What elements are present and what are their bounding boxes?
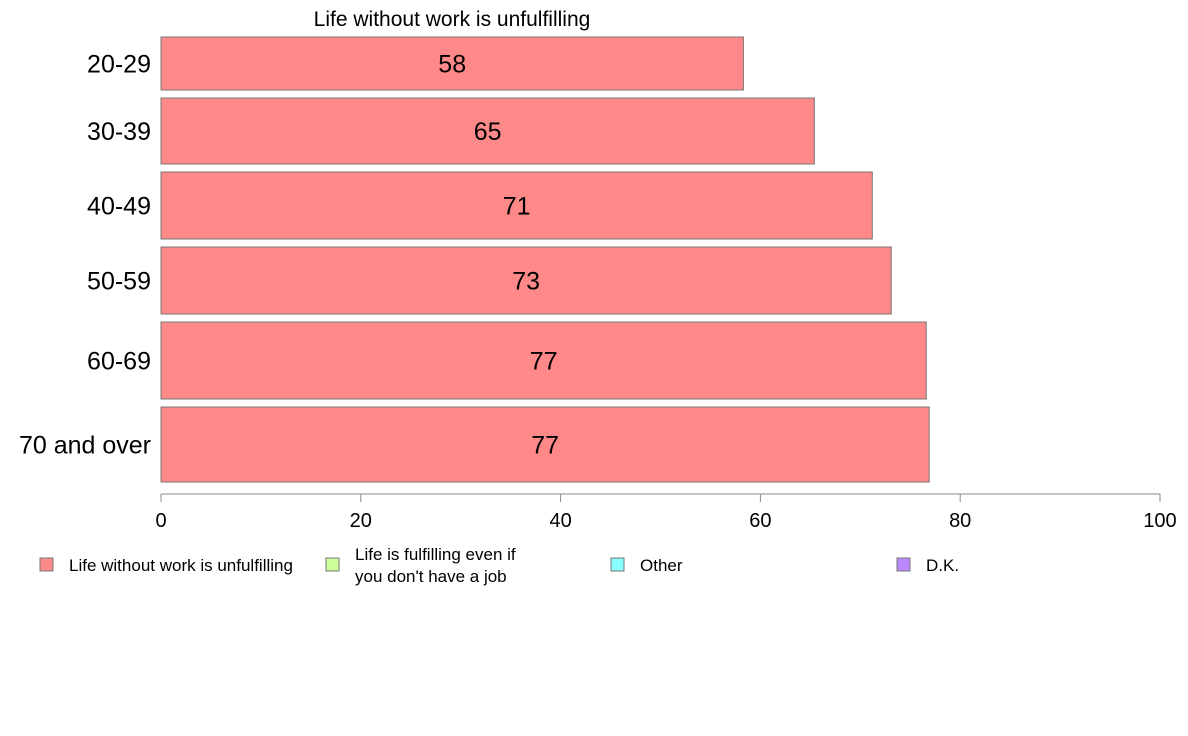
legend-swatch [610,557,625,572]
legend: Life without work is unfulfilling Life is… [39,545,959,586]
bar-value-label: 65 [474,118,502,146]
legend-label: Other [640,556,683,575]
legend-label: you don't have a job [355,567,507,586]
category-label: 40-49 [87,193,151,221]
legend-swatch [39,557,54,572]
x-tick-label: 80 [949,510,971,532]
x-tick-label: 20 [350,510,372,532]
x-tick-label: 100 [1143,510,1176,532]
category-label: 50-59 [87,268,151,296]
legend-label: Life is fulfilling even if [355,545,516,564]
bar-value-label: 71 [503,193,531,221]
category-labels-group: 20-29 30-39 40-49 50-59 60-69 70 and over [19,51,151,460]
bar-value-label: 77 [531,432,559,460]
bar-labels-group: 58 65 71 73 77 77 [438,51,559,460]
bar-value-label: 58 [438,51,466,79]
legend-swatch [325,557,340,572]
category-label: 30-39 [87,118,151,146]
x-axis: 0 20 40 60 80 100 [155,493,1177,532]
legend-label: D.K. [926,556,959,575]
x-tick-label: 60 [749,510,771,532]
bar-50-59 [160,246,892,315]
category-label: 70 and over [19,432,151,460]
category-label: 20-29 [87,51,151,79]
category-label: 60-69 [87,348,151,376]
bar-40-49 [160,171,873,240]
x-tick-label: 40 [549,510,571,532]
bar-30-39 [160,97,815,165]
bar-value-label: 77 [530,348,558,376]
bar-value-label: 73 [512,268,540,296]
x-tick-label: 0 [155,510,166,532]
bars-group [160,36,930,483]
bar-20-29 [160,36,744,91]
bar-70-and-over [160,406,930,483]
bar-60-69 [160,321,927,400]
chart-title: Life without work is unfulfilling [314,8,591,31]
legend-label: Life without work is unfulfilling [69,556,293,575]
legend-swatch [896,557,911,572]
